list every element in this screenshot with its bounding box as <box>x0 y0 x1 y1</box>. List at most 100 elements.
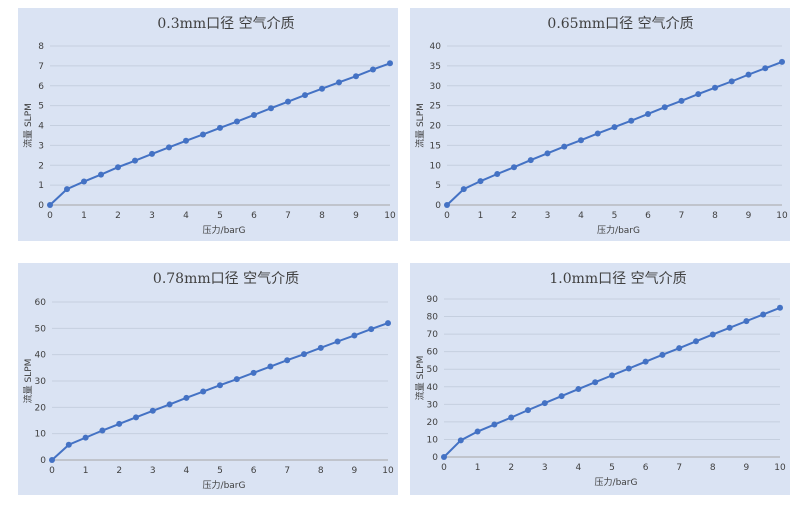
x-tick-label: 2 <box>508 463 514 473</box>
x-tick-label: 6 <box>645 211 651 221</box>
y-tick-label: 70 <box>427 330 439 340</box>
data-point <box>251 111 257 118</box>
x-tick-label: 1 <box>83 466 89 476</box>
data-point <box>49 457 55 463</box>
y-tick-label: 20 <box>427 418 439 428</box>
data-point <box>183 394 190 401</box>
data-point <box>541 400 548 407</box>
x-tick-label: 10 <box>776 211 788 221</box>
data-point <box>268 105 274 112</box>
data-point <box>693 338 699 345</box>
x-axis-label: 压力/barG <box>595 476 638 488</box>
data-point <box>64 186 70 193</box>
data-point <box>625 365 632 372</box>
x-tick-label: 0 <box>49 466 55 476</box>
data-point <box>678 97 685 104</box>
x-tick-label: 3 <box>542 463 548 473</box>
data-point <box>594 130 601 137</box>
x-tick-label: 5 <box>612 211 618 221</box>
data-point <box>695 91 702 98</box>
data-point <box>508 414 515 421</box>
y-tick-label: 40 <box>427 383 439 393</box>
data-point <box>544 150 551 157</box>
x-tick-label: 8 <box>712 211 718 221</box>
data-point <box>302 92 308 99</box>
data-point <box>474 428 481 435</box>
x-tick-label: 9 <box>744 463 750 473</box>
y-axis-label: 流量 SLPM <box>414 356 426 401</box>
data-point <box>491 421 498 428</box>
data-point <box>81 178 87 185</box>
data-point <box>234 118 240 125</box>
x-tick-label: 3 <box>150 466 156 476</box>
y-tick-label: 10 <box>35 430 47 440</box>
data-point <box>82 434 89 441</box>
chart-title: 1.0mm口径 空气介质 <box>549 271 686 287</box>
data-point <box>133 414 139 421</box>
data-point <box>760 311 767 318</box>
x-tick-label: 8 <box>710 463 716 473</box>
y-tick-label: 10 <box>430 161 442 171</box>
data-point <box>267 363 274 370</box>
x-tick-label: 3 <box>149 211 155 221</box>
x-tick-label: 6 <box>643 463 649 473</box>
data-point <box>250 369 257 376</box>
data-point <box>115 164 121 171</box>
chart-1-svg: 0 1 2 3 4 5 6 7 8 0 1 2 3 4 5 6 7 8 9 10 0.3mm口径 空气介质压力/barG… <box>22 16 396 236</box>
y-tick-label: 5 <box>435 181 441 191</box>
y-tick-label: 0 <box>432 453 438 463</box>
y-tick-label: 30 <box>35 377 47 387</box>
y-tick-label: 5 <box>38 102 44 112</box>
data-point <box>353 73 359 80</box>
y-tick-label: 90 <box>427 295 439 305</box>
data-point <box>301 351 307 358</box>
y-tick-label: 4 <box>38 122 44 132</box>
data-point <box>183 137 189 144</box>
data-point <box>676 345 683 352</box>
data-point <box>628 117 635 124</box>
data-point <box>65 441 72 448</box>
x-tick-label: 0 <box>47 211 53 221</box>
x-axis-label: 压力/barG <box>597 224 640 236</box>
y-tick-label: 15 <box>430 141 441 151</box>
data-point <box>285 98 291 105</box>
data-point <box>334 338 341 345</box>
data-point <box>385 320 391 327</box>
x-axis-label: 压力/barG <box>203 224 246 236</box>
y-tick-label: 80 <box>427 313 439 323</box>
y-tick-label: 50 <box>427 365 439 375</box>
data-point <box>166 401 173 408</box>
data-point <box>558 393 565 400</box>
data-point <box>336 79 342 86</box>
data-point <box>387 60 393 67</box>
data-point <box>460 186 467 193</box>
chart-panel-2: 0 5 10 15 20 25 30 35 40 0 1 2 3 4 5 6 7 8 9 10 0.65mm口径 空气介… <box>410 8 790 241</box>
chart-title: 0.65mm口径 空气介质 <box>547 16 693 32</box>
data-point <box>284 357 291 364</box>
x-tick-label: 9 <box>353 211 359 221</box>
x-tick-label: 5 <box>609 463 615 473</box>
y-tick-label: 6 <box>38 82 44 92</box>
x-tick-label: 9 <box>746 211 752 221</box>
x-tick-label: 8 <box>319 211 325 221</box>
data-point <box>494 170 501 177</box>
y-tick-label: 60 <box>35 298 47 308</box>
data-point <box>317 344 324 351</box>
data-point <box>561 143 568 150</box>
chart-title: 0.3mm口径 空气介质 <box>157 16 294 32</box>
y-tick-label: 0 <box>40 456 46 466</box>
data-point <box>200 388 207 395</box>
data-point <box>98 171 104 178</box>
data-point <box>645 110 651 117</box>
y-tick-label: 20 <box>35 403 47 413</box>
data-point <box>217 382 223 389</box>
x-tick-label: 5 <box>217 466 223 476</box>
data-point <box>611 124 618 131</box>
data-point <box>200 131 206 138</box>
x-tick-label: 10 <box>382 466 394 476</box>
y-tick-label: 0 <box>435 201 441 211</box>
data-point <box>149 150 155 157</box>
x-tick-label: 10 <box>774 463 786 473</box>
y-tick-label: 60 <box>427 348 439 358</box>
data-point <box>444 202 450 208</box>
